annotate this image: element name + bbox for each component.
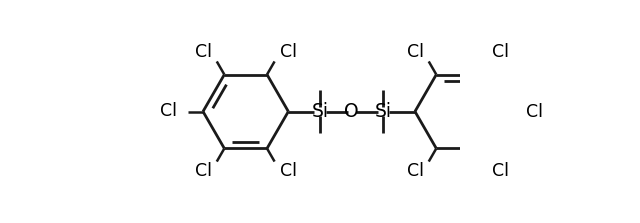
- Text: Cl: Cl: [195, 162, 212, 180]
- Text: Cl: Cl: [280, 43, 297, 61]
- Text: Cl: Cl: [406, 43, 424, 61]
- Text: Cl: Cl: [161, 103, 177, 120]
- Text: Cl: Cl: [280, 162, 297, 180]
- Text: Cl: Cl: [195, 43, 212, 61]
- Text: Si: Si: [312, 102, 328, 121]
- Text: Cl: Cl: [406, 162, 424, 180]
- Text: Si: Si: [375, 102, 392, 121]
- Text: Cl: Cl: [526, 103, 543, 120]
- Text: O: O: [344, 102, 359, 121]
- Text: Cl: Cl: [492, 162, 509, 180]
- Text: Cl: Cl: [492, 43, 509, 61]
